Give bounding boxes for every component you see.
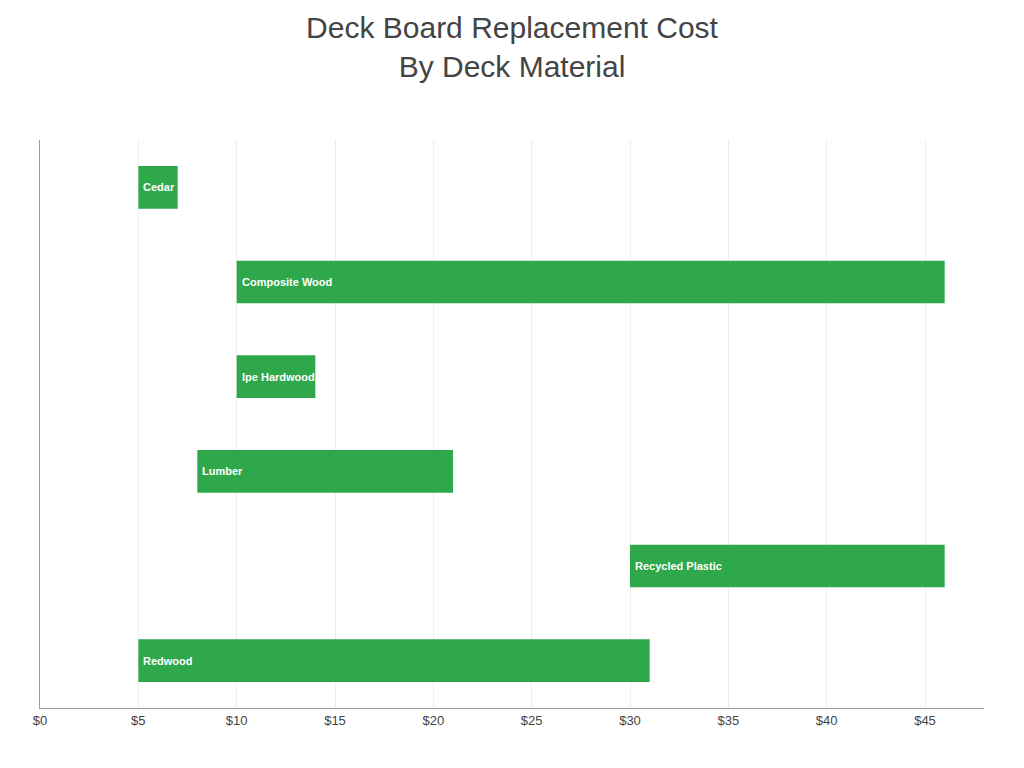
svg-text:Lumber: Lumber [202, 465, 243, 477]
svg-text:$15: $15 [324, 713, 346, 728]
svg-text:$35: $35 [717, 713, 739, 728]
svg-text:$10: $10 [226, 713, 248, 728]
svg-text:$20: $20 [422, 713, 444, 728]
svg-text:Composite Wood: Composite Wood [242, 276, 332, 288]
svg-text:$5: $5 [131, 713, 145, 728]
svg-text:$25: $25 [521, 713, 543, 728]
svg-text:$45: $45 [914, 713, 936, 728]
svg-text:$0: $0 [33, 713, 47, 728]
svg-text:Redwood: Redwood [143, 655, 193, 667]
svg-text:$30: $30 [619, 713, 641, 728]
svg-text:Ipe Hardwood: Ipe Hardwood [242, 371, 315, 383]
svg-text:$40: $40 [816, 713, 838, 728]
svg-text:Cedar: Cedar [143, 181, 175, 193]
svg-text:Deck Board Replacement CostBy: Deck Board Replacement CostBy Deck Mater… [306, 11, 719, 83]
svg-text:Recycled Plastic: Recycled Plastic [635, 560, 722, 572]
